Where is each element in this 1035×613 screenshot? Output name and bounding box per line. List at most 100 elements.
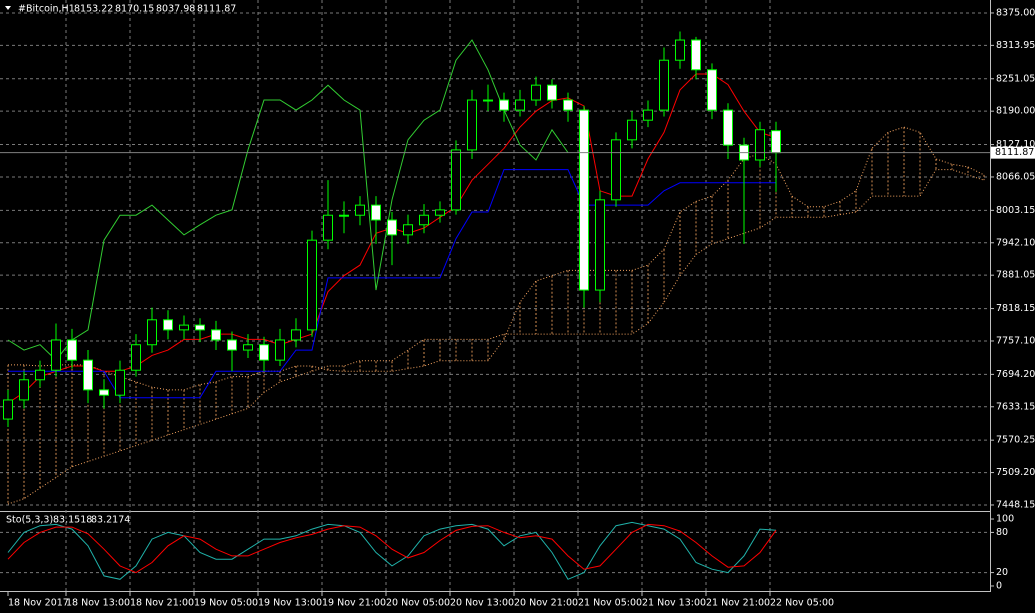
candle-body bbox=[691, 39, 701, 71]
candle-body bbox=[755, 129, 765, 161]
y-tick-label: 7942.10 bbox=[996, 237, 1035, 248]
candle-body bbox=[531, 84, 541, 101]
y-tick-label: 7448.15 bbox=[996, 499, 1035, 510]
symbol: #Bitcoin,H1 bbox=[18, 4, 75, 15]
indicator-line bbox=[8, 169, 776, 399]
header-low: 8037.98 bbox=[156, 4, 195, 15]
candle-body bbox=[35, 369, 45, 381]
x-tick-label: 20 Nov 13:00 bbox=[450, 598, 514, 609]
candle-body bbox=[771, 130, 781, 154]
candle-body bbox=[547, 84, 557, 101]
indicator-line bbox=[7, 39, 569, 361]
candle-body bbox=[307, 239, 317, 331]
candle-body bbox=[67, 339, 77, 361]
candle-body bbox=[259, 344, 269, 361]
x-tick-label: 19 Nov 13:00 bbox=[258, 598, 322, 609]
y-tick-label: 20 bbox=[996, 567, 1008, 578]
y-tick-label: 80 bbox=[996, 527, 1008, 538]
y-tick-label: 7818.15 bbox=[996, 303, 1035, 314]
candle-body bbox=[147, 319, 157, 346]
candle-body bbox=[483, 99, 493, 102]
candle-body bbox=[115, 369, 125, 396]
candle-body bbox=[515, 99, 525, 111]
candle-body bbox=[579, 109, 589, 291]
candle-body bbox=[163, 319, 173, 331]
candle-body bbox=[675, 39, 685, 61]
candle-body bbox=[275, 339, 285, 361]
header-high: 8170.15 bbox=[115, 4, 154, 15]
candle-body bbox=[563, 99, 573, 111]
candle-body bbox=[19, 379, 29, 401]
stochastic-line bbox=[7, 521, 777, 580]
y-tick-label: 7757.10 bbox=[996, 335, 1035, 346]
x-tick-label: 18 Nov 13:00 bbox=[66, 598, 130, 609]
y-tick-label: 7570.25 bbox=[996, 435, 1035, 446]
candle-body bbox=[99, 389, 109, 396]
y-tick-label: 7694.20 bbox=[996, 369, 1035, 380]
y-tick-label: 7509.20 bbox=[996, 467, 1035, 478]
candle-body bbox=[403, 224, 413, 236]
candle-body bbox=[643, 109, 653, 121]
candle-body bbox=[707, 69, 717, 111]
candle-body bbox=[179, 324, 189, 331]
candle-body bbox=[339, 214, 349, 217]
candle-body bbox=[195, 324, 205, 331]
indicator-title: Sto(5,3,3) bbox=[6, 515, 53, 526]
y-tick-label: 8066.05 bbox=[996, 171, 1035, 182]
candle-body bbox=[723, 109, 733, 146]
price-label-box bbox=[991, 146, 1035, 159]
y-tick-label: 7881.05 bbox=[996, 270, 1035, 281]
candle-body bbox=[355, 204, 365, 216]
x-tick-label: 19 Nov 05:00 bbox=[194, 598, 258, 609]
candle-body bbox=[243, 344, 253, 351]
y-tick-label: 8127.10 bbox=[996, 139, 1035, 150]
candle-body bbox=[227, 339, 237, 351]
candle-body bbox=[435, 209, 445, 216]
candle-body bbox=[387, 219, 397, 236]
x-tick-label: 19 Nov 21:00 bbox=[322, 598, 386, 609]
candle-body bbox=[131, 344, 141, 371]
candle-body bbox=[611, 139, 621, 201]
x-tick-label: 21 Nov 05:00 bbox=[578, 598, 642, 609]
candle-body bbox=[323, 214, 333, 241]
x-tick-label: 18 Nov 21:00 bbox=[130, 598, 194, 609]
candle-body bbox=[211, 329, 221, 341]
x-tick-label: 21 Nov 21:00 bbox=[706, 598, 770, 609]
indicator-signal: 83.2174 bbox=[91, 515, 130, 526]
indicator-main: 83.1518 bbox=[53, 515, 92, 526]
y-tick-label: 0 bbox=[996, 580, 1002, 591]
y-tick-label: 8313.95 bbox=[996, 40, 1035, 51]
y-tick-label: 8003.15 bbox=[996, 205, 1035, 216]
candle-body bbox=[51, 339, 61, 371]
y-tick-label: 7633.15 bbox=[996, 401, 1035, 412]
price-label: 8111.87 bbox=[995, 147, 1034, 158]
candle-body bbox=[451, 149, 461, 211]
y-tick-label: 8190.00 bbox=[996, 106, 1035, 117]
y-tick-label: 8375.00 bbox=[996, 7, 1035, 18]
header-close: 8111.87 bbox=[197, 4, 236, 15]
stochastic-line bbox=[7, 523, 777, 574]
x-tick-label: 21 Nov 13:00 bbox=[642, 598, 706, 609]
candle-body bbox=[371, 204, 381, 221]
x-tick-label: 20 Nov 21:00 bbox=[514, 598, 578, 609]
y-tick-label: 8251.05 bbox=[996, 73, 1035, 84]
y-tick-label: 100 bbox=[996, 514, 1014, 525]
candle-body bbox=[659, 59, 669, 111]
candle-body bbox=[3, 399, 13, 420]
candle-body bbox=[627, 119, 637, 141]
x-tick-label: 18 Nov 2017 bbox=[8, 598, 69, 609]
candle-body bbox=[595, 199, 605, 291]
candle-body bbox=[499, 99, 509, 111]
menu-arrow[interactable] bbox=[5, 6, 11, 10]
candle-body bbox=[291, 329, 301, 341]
x-tick-label: 22 Nov 05:00 bbox=[770, 598, 834, 609]
candle-body bbox=[467, 99, 477, 151]
candle-body bbox=[83, 359, 93, 391]
x-tick-label: 20 Nov 05:00 bbox=[386, 598, 450, 609]
header-open: 8153.22 bbox=[74, 4, 113, 15]
candle-body bbox=[419, 214, 429, 226]
